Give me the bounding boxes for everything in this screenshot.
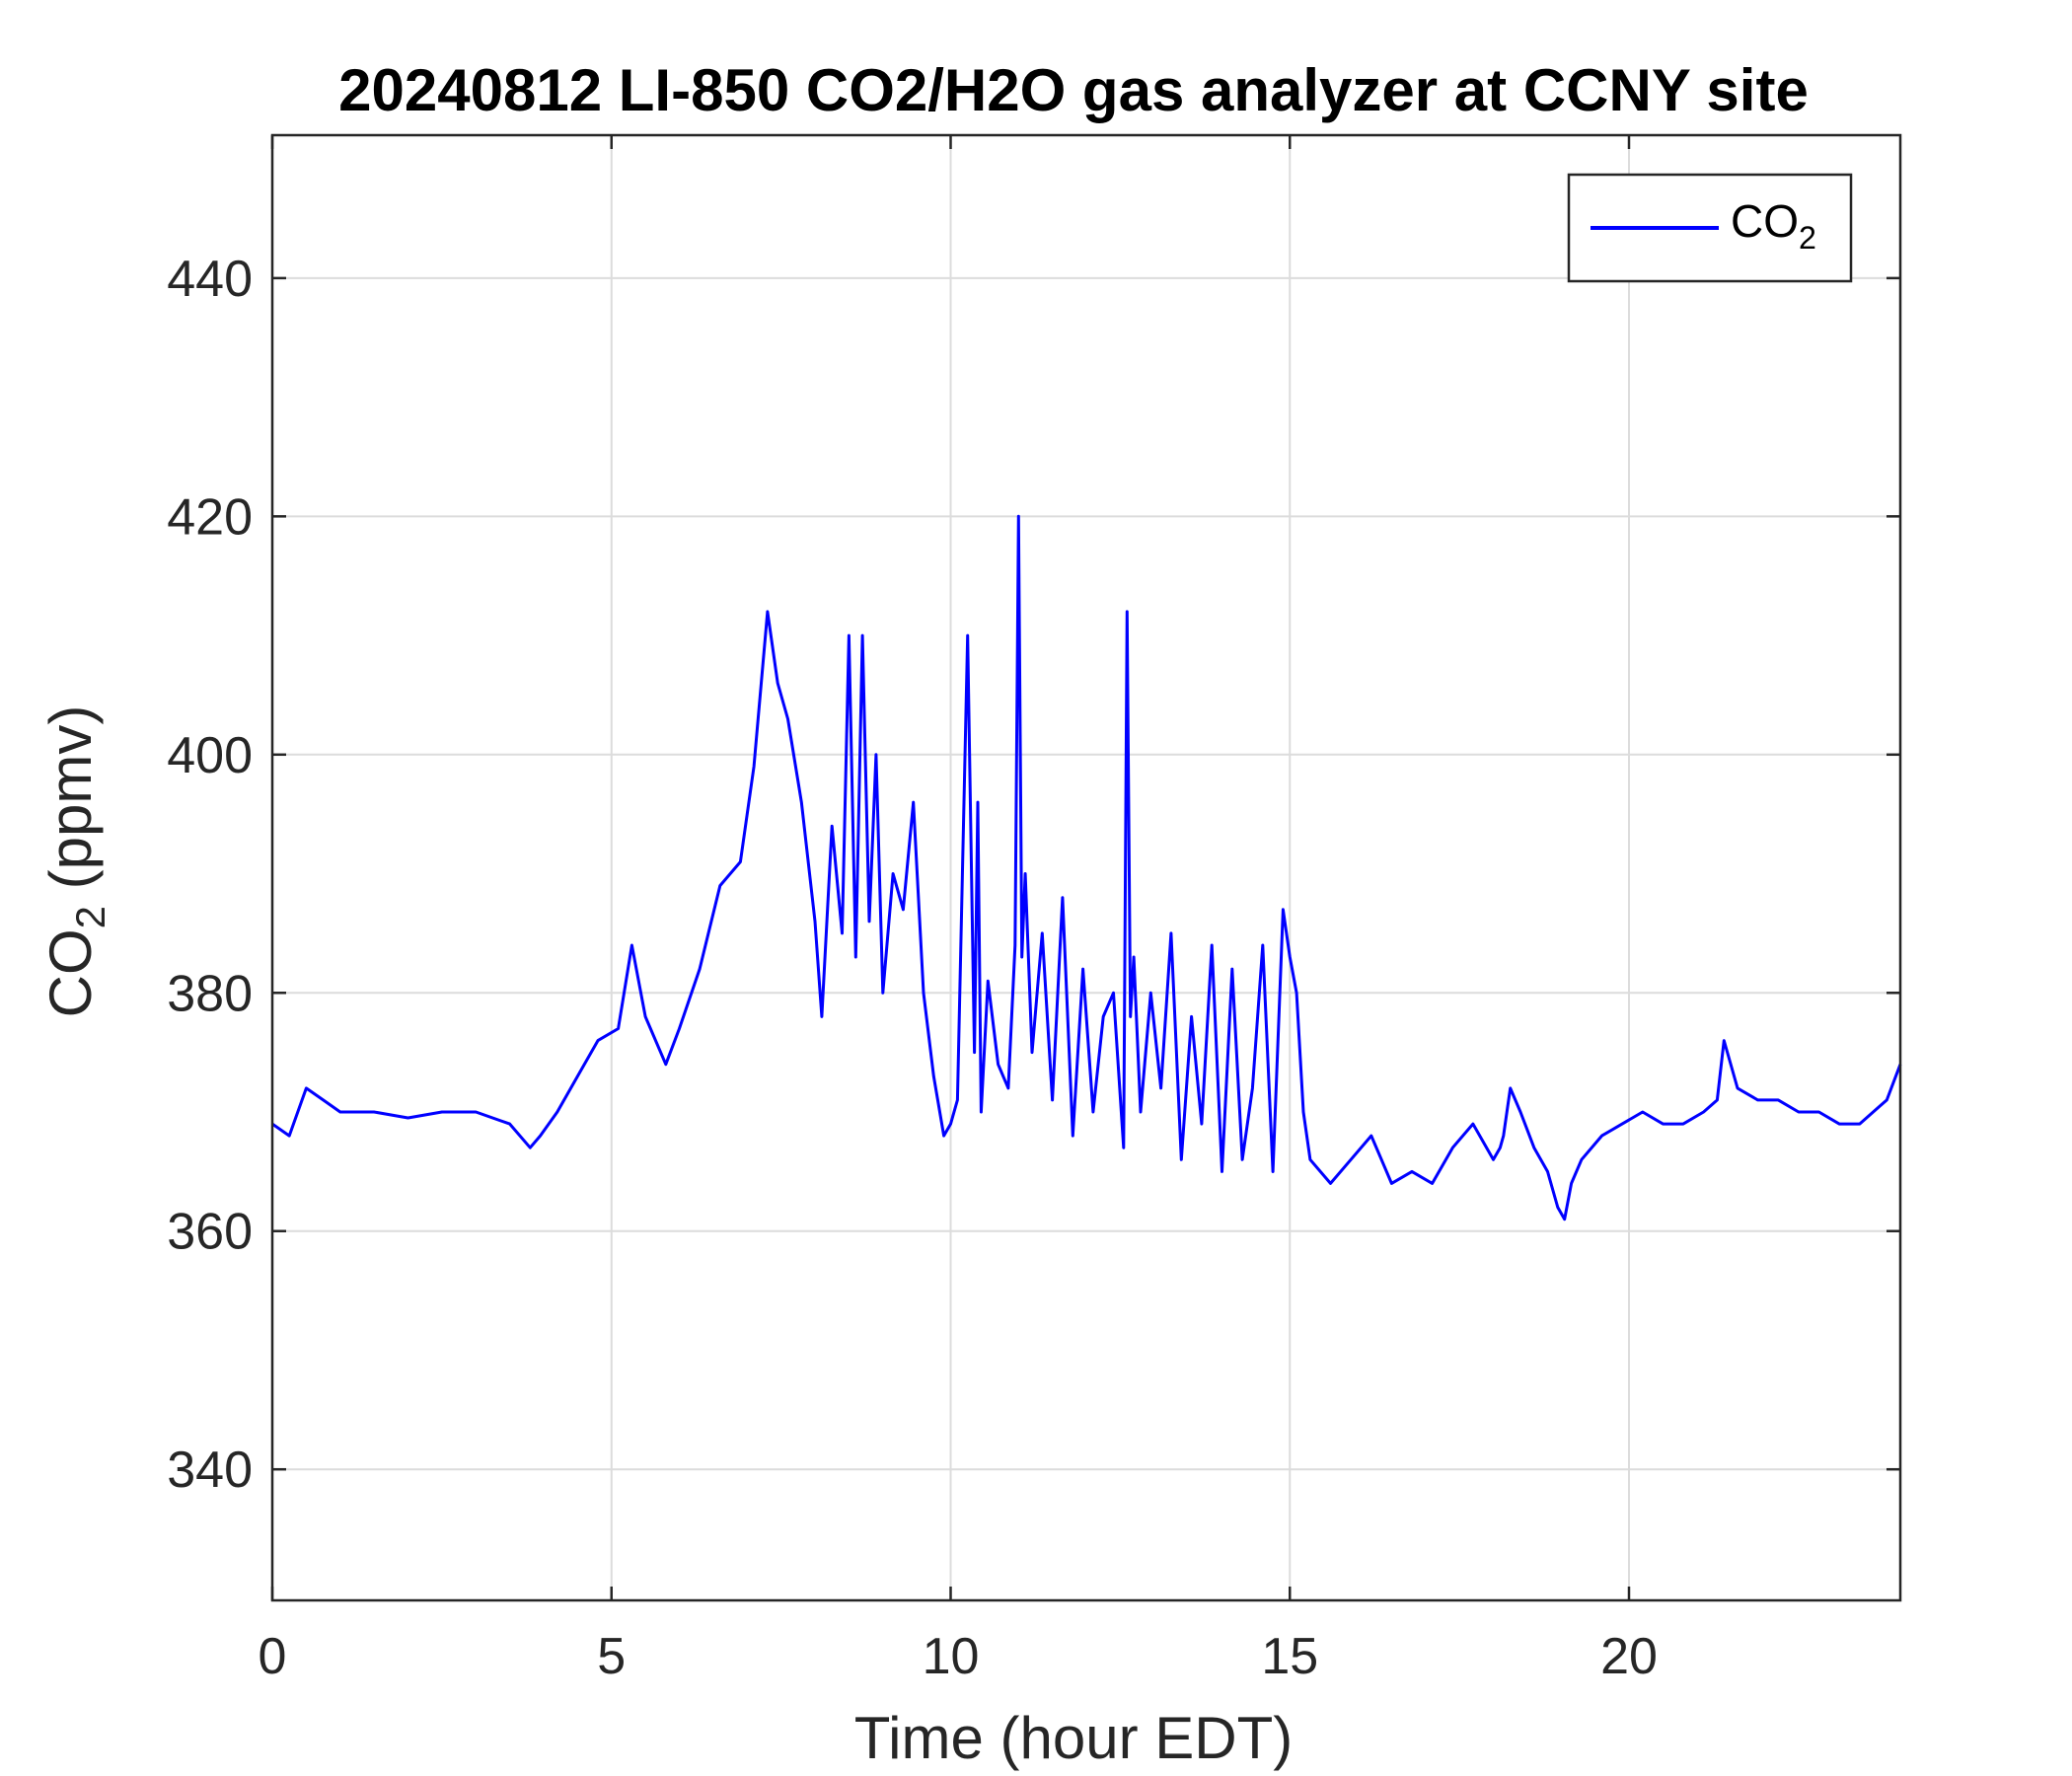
- legend-label-base: CO: [1731, 195, 1799, 247]
- y-axis-label-subscript: 2: [67, 906, 113, 928]
- y-tick-label: 440: [167, 251, 253, 308]
- chart-title: 20240812 LI-850 CO2/H2O gas analyzer at …: [338, 57, 1809, 123]
- axes-layer: [270, 133, 1902, 1602]
- series-layer: [271, 514, 1902, 1221]
- y-axis-label-suffix: (ppmv): [37, 705, 104, 906]
- tick-label-layer: 0 5 10 15 20 340 360 380 400 420 440: [167, 251, 1658, 1685]
- y-tick-label: 380: [167, 965, 253, 1022]
- legend-label-subscript: 2: [1799, 220, 1816, 256]
- legend: CO2: [1567, 173, 1853, 283]
- y-tick-label: 420: [167, 488, 253, 546]
- y-axis-label: CO2 (ppmv): [37, 705, 113, 1018]
- x-tick-label: 20: [1600, 1628, 1658, 1685]
- grid-layer: [272, 135, 1900, 1600]
- y-axis-label-base: CO: [37, 928, 104, 1017]
- legend-label-co2: CO2: [1731, 195, 1816, 256]
- y-tick-label: 400: [167, 727, 253, 784]
- x-tick-label: 5: [597, 1628, 626, 1685]
- x-tick-label: 15: [1261, 1628, 1318, 1685]
- y-tick-label: 360: [167, 1204, 253, 1261]
- y-tick-label: 340: [167, 1442, 253, 1499]
- x-tick-label: 0: [259, 1628, 287, 1685]
- series-line-co2: [271, 514, 1902, 1221]
- plot-frame: [270, 133, 1902, 1602]
- x-axis-label: Time (hour EDT): [854, 1705, 1294, 1771]
- x-tick-label: 10: [923, 1628, 980, 1685]
